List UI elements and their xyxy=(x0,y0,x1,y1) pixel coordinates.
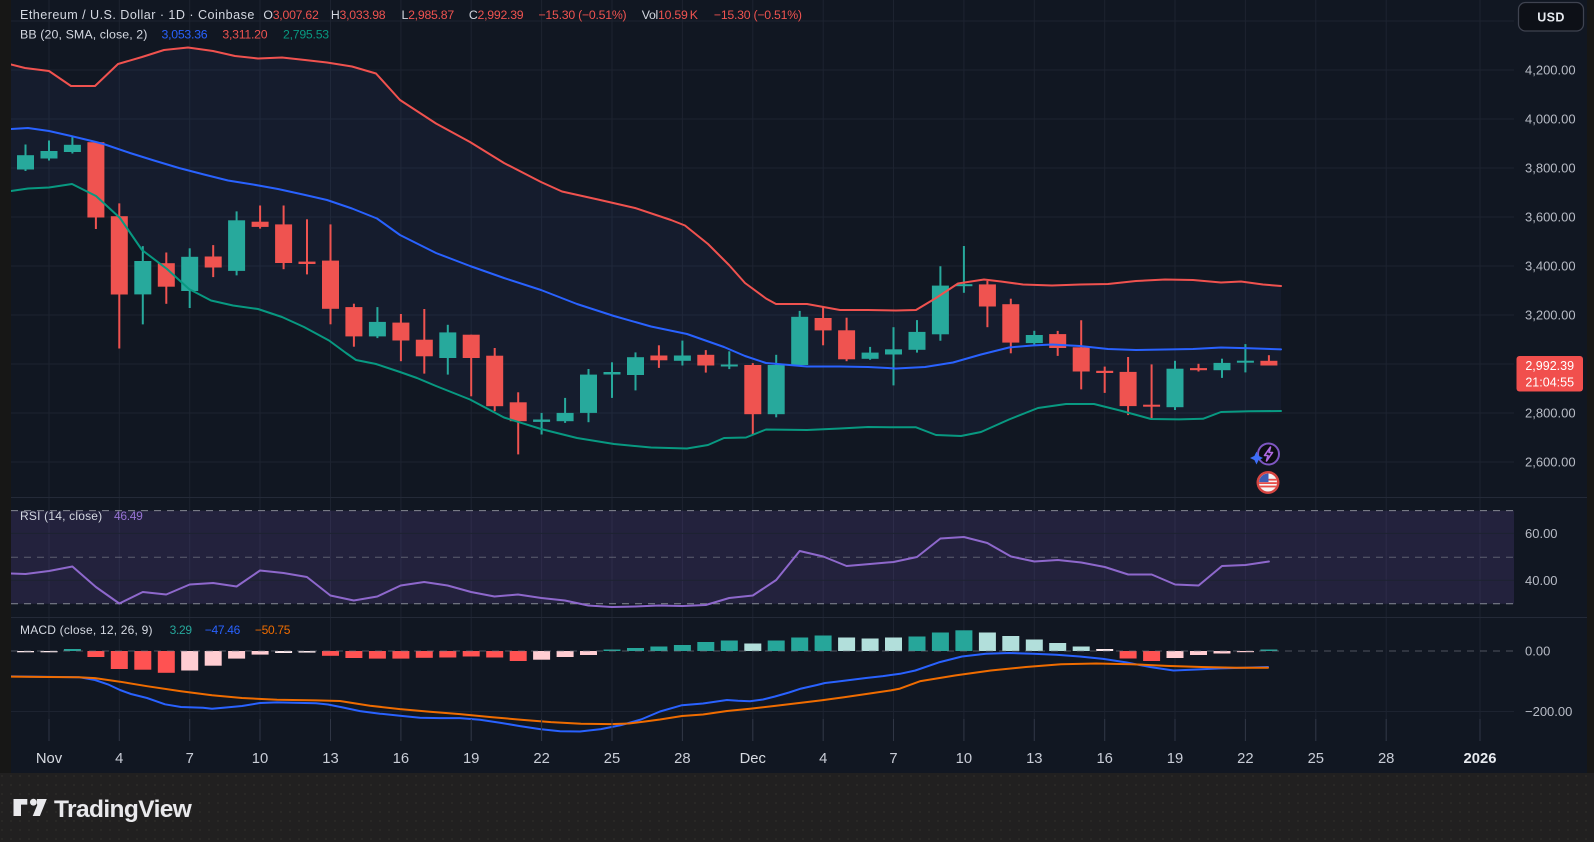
svg-text:Dec: Dec xyxy=(740,751,767,767)
svg-text:16: 16 xyxy=(393,751,409,767)
svg-text:3,200.00: 3,200.00 xyxy=(1525,308,1576,323)
svg-text:2,600.00: 2,600.00 xyxy=(1525,455,1576,470)
svg-text:3,800.00: 3,800.00 xyxy=(1525,161,1576,176)
svg-text:19: 19 xyxy=(1167,751,1183,767)
svg-text:3,053.36: 3,053.36 xyxy=(162,28,208,42)
svg-text:7: 7 xyxy=(186,751,194,767)
svg-text:C2,992.39: C2,992.39 xyxy=(469,8,524,22)
svg-text:3,600.00: 3,600.00 xyxy=(1525,210,1576,225)
svg-text:Nov: Nov xyxy=(36,751,63,767)
svg-text:10: 10 xyxy=(252,751,268,767)
svg-text:USD: USD xyxy=(1537,11,1565,25)
svg-text:4,200.00: 4,200.00 xyxy=(1525,63,1576,78)
svg-text:21:04:55: 21:04:55 xyxy=(1525,375,1574,389)
svg-text:19: 19 xyxy=(463,751,479,767)
svg-text:7: 7 xyxy=(889,751,897,767)
svg-text:2026: 2026 xyxy=(1464,751,1497,767)
svg-text:28: 28 xyxy=(1378,751,1394,767)
svg-text:46.49: 46.49 xyxy=(114,509,143,523)
svg-text:60.00: 60.00 xyxy=(1525,526,1558,541)
svg-text:Vol10.59 K: Vol10.59 K xyxy=(642,8,699,22)
svg-text:−200.00: −200.00 xyxy=(1525,704,1572,719)
svg-text:−15.30 (−0.51%): −15.30 (−0.51%) xyxy=(714,8,802,22)
svg-text:H3,033.98: H3,033.98 xyxy=(331,8,386,22)
svg-text:4: 4 xyxy=(819,751,827,767)
svg-text:25: 25 xyxy=(1308,751,1324,767)
svg-text:−47.46: −47.46 xyxy=(205,623,241,637)
svg-text:4: 4 xyxy=(115,751,123,767)
svg-text:TradingView: TradingView xyxy=(54,796,193,823)
svg-text:25: 25 xyxy=(604,751,620,767)
svg-text:L2,985.87: L2,985.87 xyxy=(402,8,455,22)
svg-text:2,800.00: 2,800.00 xyxy=(1525,406,1576,421)
svg-text:O3,007.62: O3,007.62 xyxy=(263,8,319,22)
svg-text:3.29: 3.29 xyxy=(170,623,193,637)
svg-text:3,311.20: 3,311.20 xyxy=(222,28,267,42)
svg-text:4,000.00: 4,000.00 xyxy=(1525,112,1576,127)
svg-text:Ethereum / U.S. Dollar · 1D ·: Ethereum / U.S. Dollar · 1D · Coinbase xyxy=(20,8,255,22)
svg-text:28: 28 xyxy=(674,751,690,767)
svg-text:BB (20, SMA, close, 2): BB (20, SMA, close, 2) xyxy=(20,28,148,42)
svg-text:−50.75: −50.75 xyxy=(255,623,291,637)
svg-text:2,795.53: 2,795.53 xyxy=(283,28,329,42)
svg-text:3,400.00: 3,400.00 xyxy=(1525,259,1576,274)
svg-text:0.00: 0.00 xyxy=(1525,644,1550,659)
svg-text:22: 22 xyxy=(533,751,549,767)
svg-text:13: 13 xyxy=(1026,751,1042,767)
svg-text:16: 16 xyxy=(1096,751,1112,767)
svg-text:10: 10 xyxy=(956,751,972,767)
svg-text:40.00: 40.00 xyxy=(1525,573,1558,588)
svg-text:MACD (close, 12, 26, 9): MACD (close, 12, 26, 9) xyxy=(20,623,153,637)
svg-text:RSI (14, close): RSI (14, close) xyxy=(20,509,102,523)
svg-text:13: 13 xyxy=(322,751,338,767)
svg-text:22: 22 xyxy=(1237,751,1253,767)
svg-text:−15.30 (−0.51%): −15.30 (−0.51%) xyxy=(539,8,627,22)
svg-text:2,992.39: 2,992.39 xyxy=(1525,359,1574,373)
